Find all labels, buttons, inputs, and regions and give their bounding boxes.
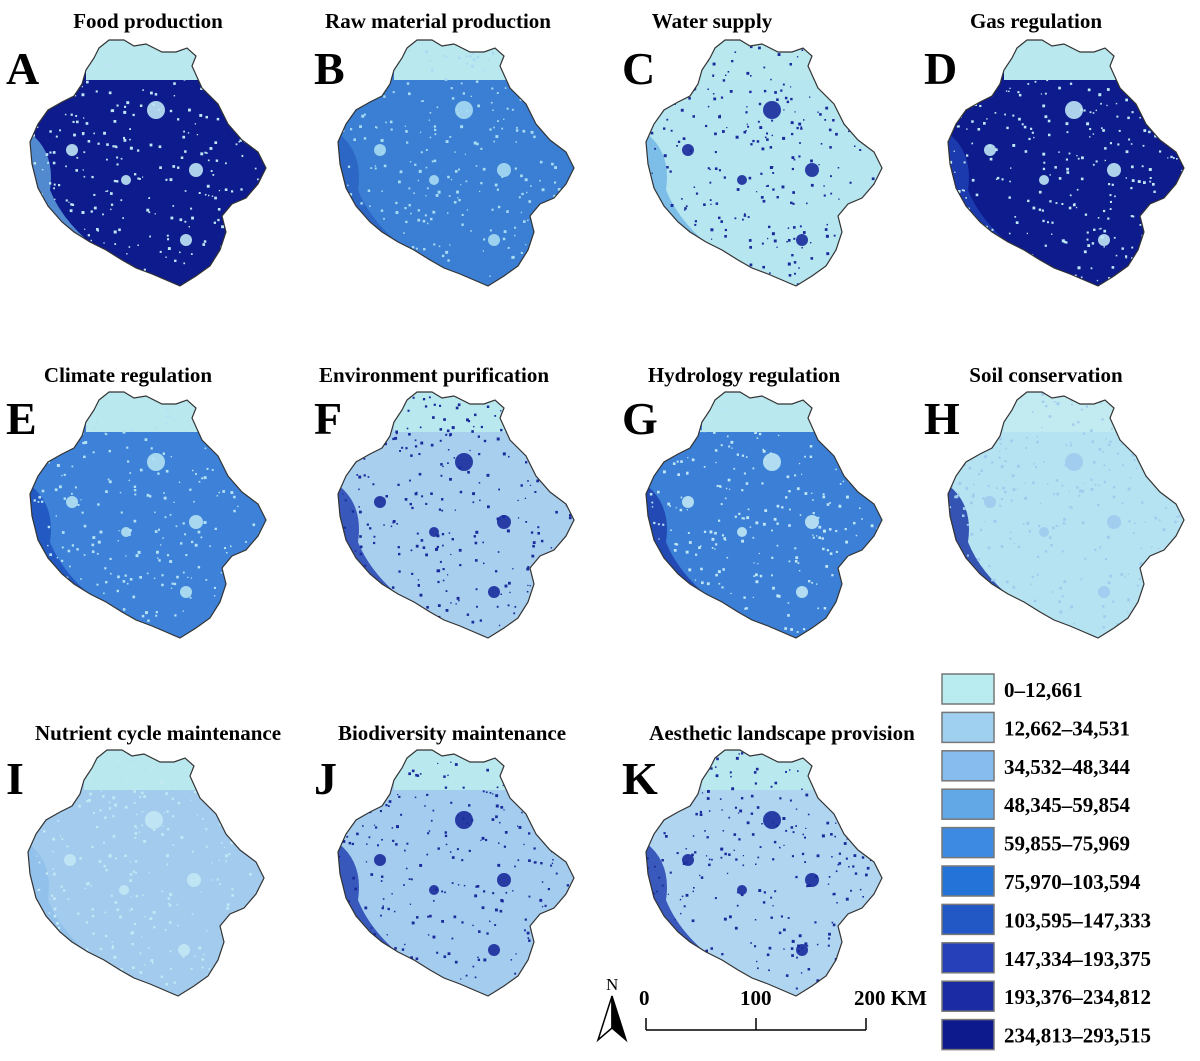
legend-item: 193,376–234,812: [941, 980, 1151, 1012]
panel-title: Food production: [73, 9, 223, 33]
legend-label: 75,970–103,594: [1004, 870, 1141, 894]
panel-title: Environment purification: [319, 363, 549, 387]
legend: 0–12,661 12,662–34,531 34,532–48,344 48,345…: [941, 673, 1151, 1051]
panel-title: Nutrient cycle maintenance: [35, 721, 281, 745]
legend-swatch: [941, 903, 995, 936]
scale-label-200: 200 KM: [854, 986, 927, 1010]
legend-swatch: [941, 711, 995, 744]
panel-letter: H: [924, 393, 960, 444]
map-panel-h: Soil conservation H: [924, 363, 1185, 639]
legend-label: 193,376–234,812: [1004, 985, 1151, 1009]
legend-swatch: [941, 865, 995, 897]
region-map: [337, 39, 575, 287]
north-arrow-right-icon: [611, 995, 628, 1043]
panel-letter: J: [314, 753, 337, 804]
map-panel-d: Gas regulation D: [924, 9, 1185, 287]
map-panel-k: Aesthetic landscape provision K: [622, 721, 915, 997]
region-map: [337, 391, 575, 639]
panel-letter: K: [622, 753, 658, 804]
map-panel-e: Climate regulation E: [6, 363, 267, 639]
panel-title: Soil conservation: [969, 363, 1123, 387]
panel-title: Aesthetic landscape provision: [649, 721, 915, 745]
panel-letter: C: [622, 43, 655, 94]
legend-label: 48,345–59,854: [1004, 793, 1131, 817]
panel-letter: D: [924, 43, 957, 94]
map-panel-c: Water supply C: [622, 9, 883, 287]
map-panel-a: Food production A: [6, 9, 267, 287]
legend-label: 0–12,661: [1004, 678, 1083, 702]
north-arrow-left-icon: [596, 995, 613, 1043]
legend-item: 59,855–75,969: [941, 826, 1130, 859]
legend-item: 75,970–103,594: [941, 865, 1141, 897]
legend-item: 34,532–48,344: [941, 750, 1131, 782]
region-map: [645, 749, 883, 997]
legend-swatch: [941, 673, 995, 705]
legend-label: 34,532–48,344: [1004, 755, 1131, 779]
legend-label: 147,334–193,375: [1004, 947, 1151, 971]
panel-letter: E: [6, 393, 37, 444]
legend-item: 48,345–59,854: [941, 788, 1131, 820]
region-map: [645, 39, 883, 287]
region-map: [947, 39, 1185, 287]
legend-item: 147,334–193,375: [941, 942, 1151, 974]
panel-letter: A: [6, 43, 39, 94]
region-map: [27, 749, 265, 997]
panel-title: Water supply: [652, 9, 773, 33]
panel-title: Hydrology regulation: [648, 363, 841, 387]
region-map: [947, 391, 1185, 639]
legend-swatch: [941, 942, 995, 974]
legend-swatch: [941, 826, 995, 859]
legend-item: 0–12,661: [941, 673, 1083, 705]
legend-label: 103,595–147,333: [1004, 908, 1151, 932]
region-map: [337, 749, 575, 997]
legend-swatch: [941, 980, 995, 1012]
north-arrow: N: [596, 975, 628, 1043]
legend-label: 59,855–75,969: [1004, 832, 1130, 856]
scale-label-0: 0: [639, 986, 650, 1010]
panel-letter: B: [314, 43, 345, 94]
panel-letter: G: [622, 393, 658, 444]
scale-label-100: 100: [740, 986, 772, 1010]
map-panel-b: Raw material production B: [314, 9, 575, 287]
legend-item: 234,813–293,515: [941, 1018, 1151, 1051]
legend-item: 12,662–34,531: [941, 711, 1130, 744]
panel-title: Raw material production: [325, 9, 551, 33]
panel-title: Gas regulation: [970, 9, 1102, 33]
legend-swatch: [941, 1018, 995, 1051]
panel-letter: F: [314, 393, 342, 444]
north-label: N: [606, 975, 618, 994]
legend-label: 12,662–34,531: [1004, 716, 1130, 740]
legend-swatch: [941, 788, 995, 820]
legend-item: 103,595–147,333: [941, 903, 1151, 936]
scale-bar: 0 100 200 KM: [639, 986, 927, 1031]
panel-title: Biodiversity maintenance: [338, 721, 566, 745]
panel-letter: I: [6, 753, 24, 804]
map-panel-f: Environment purification F: [314, 363, 575, 639]
map-panel-i: Nutrient cycle maintenance I: [6, 721, 281, 997]
panel-title: Climate regulation: [44, 363, 212, 387]
region-map: [29, 391, 267, 639]
legend-label: 234,813–293,515: [1004, 1024, 1151, 1048]
map-panel-g: Hydrology regulation G: [622, 363, 883, 639]
legend-swatch: [941, 750, 995, 782]
region-map: [29, 39, 267, 287]
region-map: [645, 391, 883, 639]
